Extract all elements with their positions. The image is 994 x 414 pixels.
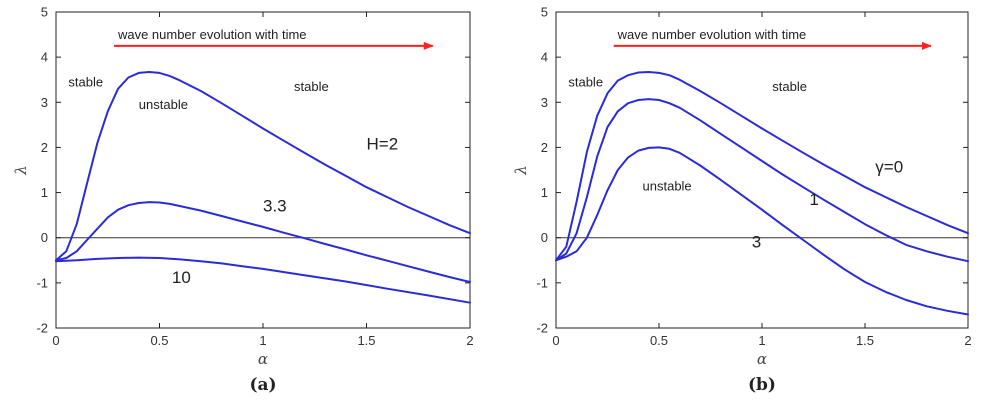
- annotation-label: stable: [772, 79, 807, 94]
- annotation-label: stable: [294, 79, 329, 94]
- x-tick-label: 2: [466, 333, 473, 348]
- arrow-label: wave number evolution with time: [117, 27, 307, 42]
- annotation-label: unstable: [139, 97, 188, 112]
- series-line: [555, 98, 969, 263]
- y-tick-label: 3: [541, 95, 548, 110]
- series-line: [55, 71, 471, 262]
- chart-panel-b: 0 0.5 1 1.5 2 -2 -1 0 1 2 3 4 5 α λ (b) wave number evol…: [512, 5, 972, 396]
- annotation-label: 1: [809, 190, 818, 209]
- annotation-label: 10: [172, 268, 191, 287]
- x-tick-label: 0.5: [650, 333, 668, 348]
- annotation-label: unstable: [643, 178, 692, 193]
- y-tick-label: 1: [41, 185, 48, 200]
- annotation-label: stable: [68, 74, 103, 89]
- y-tick-label: -2: [36, 321, 48, 336]
- y-tick-label: 3: [41, 95, 48, 110]
- x-tick-label: 1.5: [856, 333, 874, 348]
- chart-panel-a: 0 0.5 1 1.5 2 -2 -1 0 1 2 3 4 5 α λ (a) wave number evol…: [12, 5, 474, 396]
- y-axis-label: λ: [12, 165, 30, 176]
- arrow-label: wave number evolution with time: [617, 27, 807, 42]
- x-tick-label: 0: [52, 333, 59, 348]
- series-line: [55, 201, 471, 283]
- y-tick-label: 5: [541, 5, 548, 20]
- series-line: [55, 256, 471, 304]
- y-tick-label: 4: [541, 50, 548, 65]
- x-tick-label: 1: [758, 333, 765, 348]
- y-tick-label: -1: [36, 275, 48, 290]
- y-tick-label: 1: [541, 185, 548, 200]
- annotation-label: 3: [752, 233, 761, 252]
- y-axis-label: λ: [512, 165, 530, 176]
- x-axis-label: α: [757, 350, 767, 368]
- series-line: [555, 71, 969, 262]
- x-tick-label: 1.5: [357, 333, 375, 348]
- annotation-label: γ=0: [875, 157, 903, 176]
- y-tick-label: 2: [541, 140, 548, 155]
- y-tick-label: -2: [536, 321, 548, 336]
- y-tick-label: 2: [41, 140, 48, 155]
- annotation-label: 3.3: [263, 197, 287, 216]
- y-tick-label: -1: [536, 275, 548, 290]
- panel-caption: (b): [748, 375, 776, 395]
- y-tick-label: 0: [541, 230, 548, 245]
- annotation-label: stable: [568, 74, 603, 89]
- x-tick-label: 0: [552, 333, 559, 348]
- annotation-label: H=2: [367, 135, 399, 154]
- y-tick-label: 0: [41, 230, 48, 245]
- x-tick-label: 1: [259, 333, 266, 348]
- plot-frame: [55, 11, 471, 329]
- y-tick-label: 4: [41, 50, 48, 65]
- panel-caption: (a): [249, 375, 276, 395]
- x-tick-label: 0.5: [150, 333, 168, 348]
- x-tick-label: 2: [964, 333, 971, 348]
- y-tick-label: 5: [41, 5, 48, 20]
- x-axis-label: α: [258, 350, 268, 368]
- series-line: [555, 146, 969, 316]
